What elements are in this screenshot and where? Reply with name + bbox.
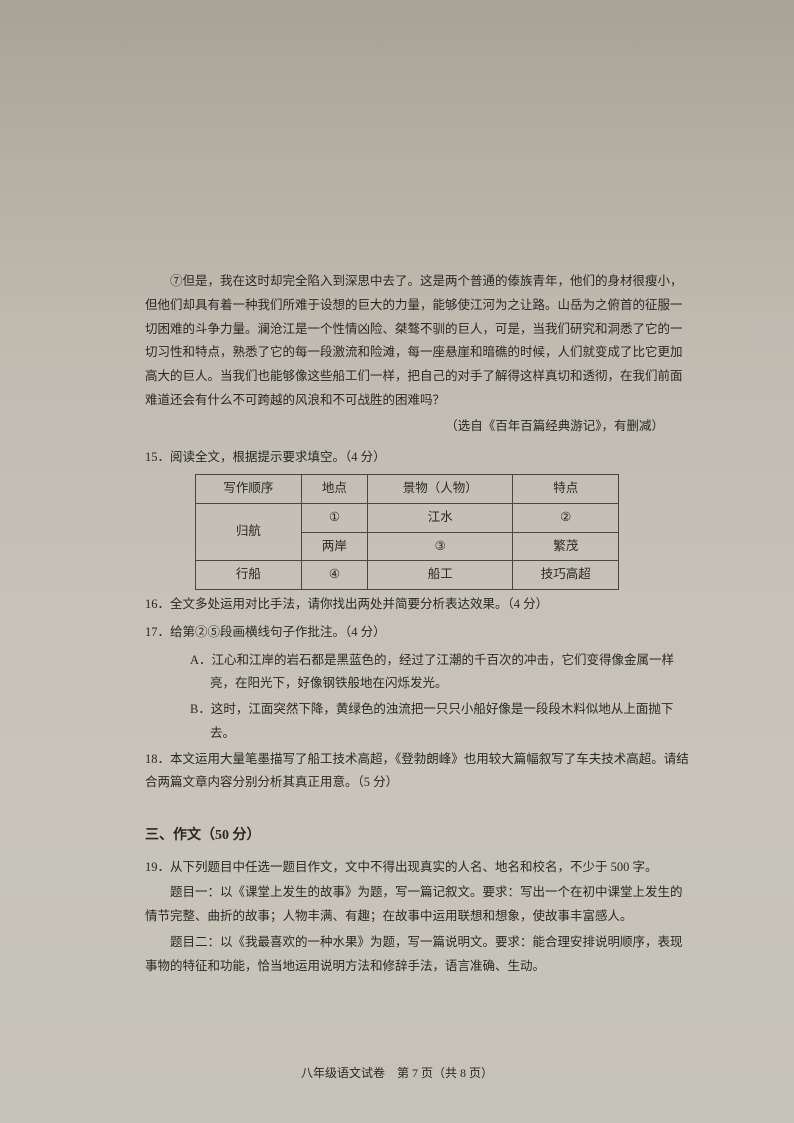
table-cell: 繁茂: [513, 532, 619, 561]
exam-page: ⑦但是，我在这时却完全陷入到深思中去了。这是两个普通的傣族青年，他们的身材很瘦小…: [0, 0, 794, 1020]
table-row: 归航 ① 江水 ②: [196, 503, 619, 532]
question-16: 16．全文多处运用对比手法，请你找出两处并简要分析表达效果。（4 分）: [145, 593, 694, 617]
table-cell: 船工: [368, 561, 513, 590]
paragraph-7: ⑦但是，我在这时却完全陷入到深思中去了。这是两个普通的傣族青年，他们的身材很瘦小…: [145, 270, 694, 413]
question-15: 15．阅读全文，根据提示要求填空。（4 分）: [145, 446, 694, 470]
q17-option-a: A．江心和江岸的岩石都是黑蓝色的，经过了江潮的千百次的冲击，它们变得像金属一样亮…: [145, 649, 694, 697]
table-cell: 两岸: [301, 532, 367, 561]
table-header: 景物（人物）: [368, 475, 513, 504]
question-17: 17．给第②⑤段画横线句子作批注。（4 分）: [145, 621, 694, 645]
table-cell: 技巧高超: [513, 561, 619, 590]
table-header: 写作顺序: [196, 475, 302, 504]
question-19: 19．从下列题目中任选一题目作文，文中不得出现真实的人名、地名和校名，不少于 5…: [145, 856, 694, 880]
q15-table-wrap: 写作顺序 地点 景物（人物） 特点 归航 ① 江水 ② 两岸 ③ 繁茂 行船 ④…: [145, 474, 694, 590]
table-cell: 江水: [368, 503, 513, 532]
table-cell: ③: [368, 532, 513, 561]
question-18: 18．本文运用大量笔墨描写了船工技术高超，《登勃朗峰》也用较大篇幅叙写了车夫技术…: [145, 748, 694, 796]
q15-table: 写作顺序 地点 景物（人物） 特点 归航 ① 江水 ② 两岸 ③ 繁茂 行船 ④…: [195, 474, 619, 590]
section-3-title: 三、作文（50 分）: [145, 823, 694, 850]
table-header: 特点: [513, 475, 619, 504]
table-cell: ②: [513, 503, 619, 532]
table-cell: ①: [301, 503, 367, 532]
essay-topic-2: 题目二：以《我最喜欢的一种水果》为题，写一篇说明文。要求：能合理安排说明顺序，表…: [145, 931, 694, 979]
essay-topic-1: 题目一：以《课堂上发生的故事》为题，写一篇记叙文。要求：写出一个在初中课堂上发生…: [145, 881, 694, 929]
page-footer: 八年级语文试卷 第 7 页（共 8 页）: [0, 1064, 794, 1081]
table-header: 地点: [301, 475, 367, 504]
table-cell: 行船: [196, 561, 302, 590]
q17-option-b: B．这时，江面突然下降，黄绿色的浊流把一只只小船好像是一段段木料似地从上面抛下去…: [145, 698, 694, 746]
table-cell: ④: [301, 561, 367, 590]
table-row: 写作顺序 地点 景物（人物） 特点: [196, 475, 619, 504]
table-cell: 归航: [196, 503, 302, 561]
table-row: 行船 ④ 船工 技巧高超: [196, 561, 619, 590]
source-citation: （选自《百年百篇经典游记》，有删减）: [145, 415, 694, 439]
